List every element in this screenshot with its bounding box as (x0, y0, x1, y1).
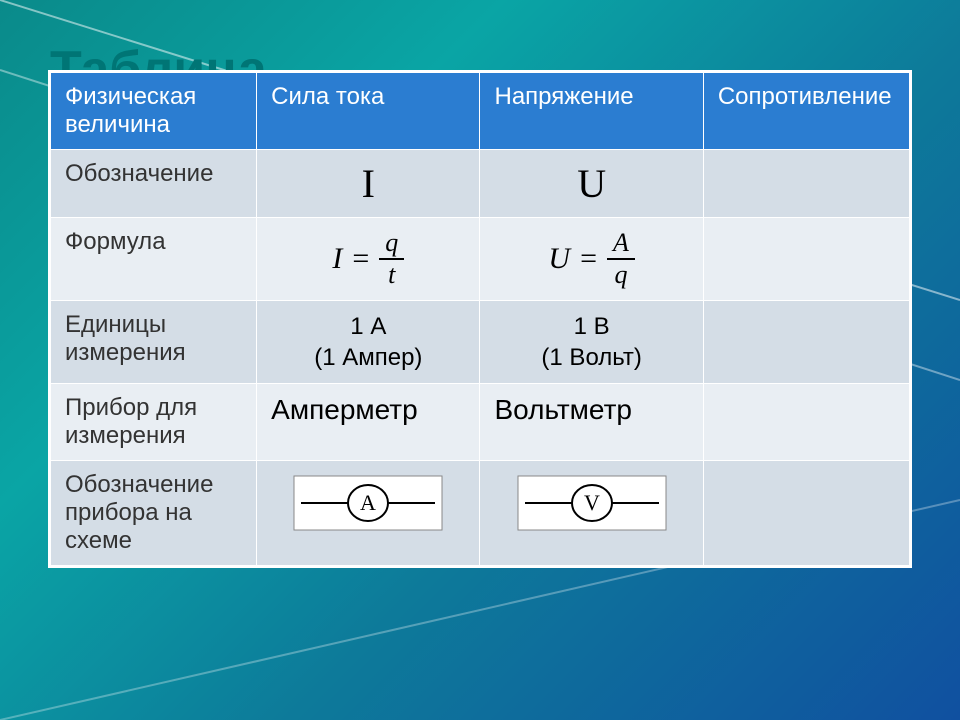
device-resistance (703, 384, 909, 461)
col-header-current: Сила тока (257, 73, 480, 150)
row-formula: Формула I = q t (51, 218, 910, 301)
formula-resistance (703, 218, 909, 301)
schema-voltage: V (480, 461, 703, 566)
col-header-voltage: Напряжение (480, 73, 703, 150)
row-symbol: Обозначение I U (51, 150, 910, 218)
unit-line2: (1 Ампер) (271, 342, 465, 373)
ammeter-symbol-icon: A (293, 475, 443, 531)
device-voltage: Вольтметр (480, 384, 703, 461)
equals-sign: = (580, 242, 597, 276)
svg-text:V: V (584, 490, 600, 515)
row-label: Обозначение прибора на схеме (51, 461, 257, 566)
unit-line2: (1 Вольт) (494, 342, 688, 373)
row-device: Прибор для измерения Амперметр Вольтметр (51, 384, 910, 461)
schema-resistance (703, 461, 909, 566)
row-schema: Обозначение прибора на схеме A (51, 461, 910, 566)
unit-line1: 1 В (494, 311, 688, 342)
row-label: Прибор для измерения (51, 384, 257, 461)
formula-current: I = q t (257, 218, 480, 301)
denominator: t (382, 260, 401, 290)
symbol-voltage: U (480, 150, 703, 218)
unit-voltage: 1 В (1 Вольт) (480, 301, 703, 384)
slide-background: Таблица Физическая величина Сила тока На… (0, 0, 960, 720)
device-current: Амперметр (257, 384, 480, 461)
row-label: Формула (51, 218, 257, 301)
unit-line1: 1 А (271, 311, 465, 342)
formula-lhs: U (548, 242, 570, 276)
fraction: q t (379, 228, 404, 290)
physics-table: Физическая величина Сила тока Напряжение… (48, 70, 912, 568)
svg-text:A: A (360, 490, 376, 515)
row-label: Единицы измерения (51, 301, 257, 384)
row-unit: Единицы измерения 1 А (1 Ампер) 1 В (1 В… (51, 301, 910, 384)
schema-current: A (257, 461, 480, 566)
unit-resistance (703, 301, 909, 384)
unit-current: 1 А (1 Ампер) (257, 301, 480, 384)
equals-sign: = (352, 242, 369, 276)
voltmeter-symbol-icon: V (517, 475, 667, 531)
row-label: Обозначение (51, 150, 257, 218)
table-header-row: Физическая величина Сила тока Напряжение… (51, 73, 910, 150)
col-header-resistance: Сопротивление (703, 73, 909, 150)
col-header-quantity: Физическая величина (51, 73, 257, 150)
symbol-resistance (703, 150, 909, 218)
numerator: q (379, 228, 404, 258)
formula-lhs: I (332, 242, 342, 276)
fraction: A q (607, 228, 635, 290)
formula-voltage: U = A q (480, 218, 703, 301)
numerator: A (607, 228, 635, 258)
denominator: q (608, 260, 633, 290)
symbol-current: I (257, 150, 480, 218)
